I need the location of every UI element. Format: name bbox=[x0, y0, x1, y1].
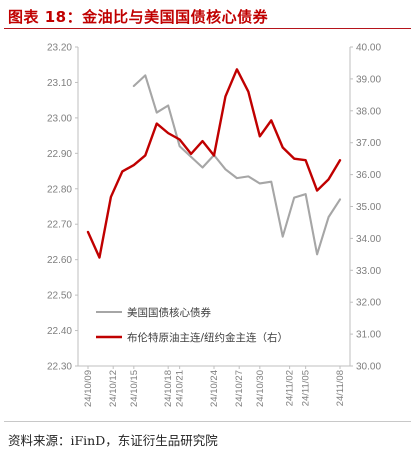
series-line-1 bbox=[132, 74, 342, 256]
y-right-tick-label: 32.00 bbox=[356, 298, 381, 309]
source-rule bbox=[4, 421, 411, 422]
y-left-tick-label: 22.70 bbox=[47, 220, 72, 231]
x-tick-label: 24/10/21 bbox=[175, 370, 186, 407]
y-right-tick-label: 34.00 bbox=[356, 234, 381, 245]
y-right-tick-label: 39.00 bbox=[356, 74, 381, 85]
x-tick-label: 24/10/09 bbox=[83, 370, 94, 407]
title-rule bbox=[4, 28, 411, 29]
legend-label-2: 布伦特原油主连/纽约金主连（右） bbox=[127, 331, 288, 344]
y-right-tick-label: 40.00 bbox=[356, 43, 381, 54]
x-tick-label: 24/10/30 bbox=[255, 370, 266, 407]
y-left-tick-label: 23.00 bbox=[47, 113, 72, 124]
y-left-tick-label: 23.10 bbox=[47, 78, 72, 89]
y-right-tick-label: 38.00 bbox=[356, 106, 381, 117]
legend-label-1: 美国国债核心债券 bbox=[127, 306, 211, 319]
y-left-tick-label: 22.50 bbox=[47, 291, 72, 302]
y-right-tick-label: 31.00 bbox=[356, 330, 381, 341]
series-line-2 bbox=[86, 68, 342, 259]
y-left-tick-label: 22.90 bbox=[47, 149, 72, 160]
y-left-tick-label: 23.20 bbox=[47, 43, 72, 54]
x-tick-label: 24/11/08 bbox=[335, 370, 346, 406]
y-right-tick-label: 36.00 bbox=[356, 170, 381, 181]
y-left-tick-label: 22.30 bbox=[47, 362, 72, 373]
y-left-tick-label: 22.60 bbox=[47, 255, 72, 266]
y-right-tick-label: 37.00 bbox=[356, 138, 381, 149]
x-tick-label: 24/11/02 bbox=[285, 370, 296, 406]
y-right-tick-label: 35.00 bbox=[356, 202, 381, 213]
source-note: 资料来源：iFinD，东证衍生品研究院 bbox=[8, 433, 218, 448]
y-left-tick-label: 22.40 bbox=[47, 326, 72, 337]
y-right-tick-label: 30.00 bbox=[356, 362, 381, 373]
x-tick-label: 24/10/27 bbox=[234, 370, 245, 407]
x-tick-label: 24/10/15 bbox=[129, 370, 140, 407]
x-tick-label: 24/11/05 bbox=[301, 370, 312, 406]
x-tick-label: 24/10/24 bbox=[209, 370, 220, 407]
chart: 23.20 23.10 23.00 22.90 22.80 22.70 22.60 22.50… bbox=[47, 43, 381, 407]
y-right-tick-label: 33.00 bbox=[356, 266, 381, 277]
x-tick-label: 24/10/12 bbox=[108, 370, 119, 407]
y-left-tick-label: 22.80 bbox=[47, 184, 72, 195]
chart-title: 图表 18：金油比与美国国债核心债券 bbox=[8, 8, 269, 26]
x-tick-label: 24/10/18 bbox=[163, 370, 174, 407]
